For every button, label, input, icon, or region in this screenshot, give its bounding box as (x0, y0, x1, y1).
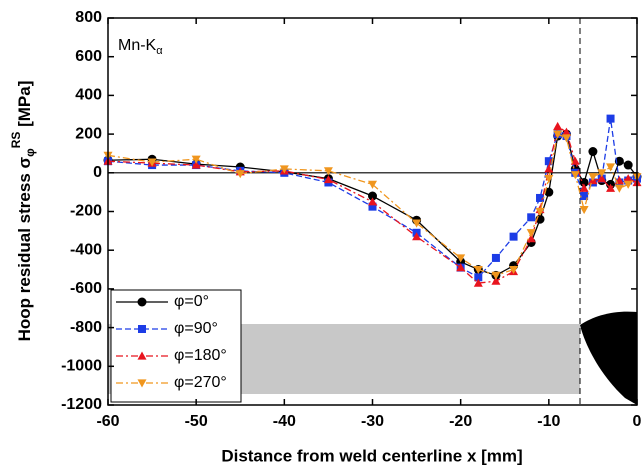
legend-label: φ=0° (174, 293, 209, 310)
marker (579, 183, 589, 192)
y-tick-label: 200 (75, 125, 102, 142)
marker (323, 167, 333, 176)
marker (588, 173, 598, 182)
plot-area (103, 114, 642, 287)
legend-label: φ=90° (174, 320, 218, 337)
y-tick-label: 0 (93, 164, 102, 181)
y-tick-label: -800 (70, 319, 102, 336)
marker (491, 253, 500, 262)
x-tick-label: 0 (633, 413, 642, 430)
x-tick-label: -60 (96, 413, 119, 430)
marker (553, 121, 563, 130)
marker (412, 232, 422, 241)
marker (606, 163, 616, 172)
marker (368, 180, 377, 189)
marker (570, 171, 580, 180)
marker (235, 170, 245, 179)
marker (474, 273, 483, 282)
y-tick-label: 400 (75, 87, 102, 104)
marker (137, 351, 147, 360)
marker (623, 174, 633, 183)
marker (412, 219, 422, 228)
marker (580, 192, 589, 201)
marker (473, 278, 483, 287)
marker (509, 265, 519, 275)
y-tick-label: 800 (75, 9, 102, 26)
marker (491, 276, 501, 285)
marker (456, 254, 466, 263)
x-axis-label: Distance from weld centerline x [mm] (221, 446, 522, 465)
x-tick-label: -20 (449, 413, 472, 430)
marker (138, 325, 146, 333)
marker (491, 271, 501, 280)
marker (623, 180, 633, 189)
x-tick-label: -40 (273, 413, 296, 430)
y-tick-label: -1000 (61, 358, 102, 375)
marker (368, 197, 377, 206)
marker (191, 160, 201, 169)
marker (191, 155, 201, 164)
marker (561, 134, 571, 143)
marker (527, 213, 536, 222)
marker (544, 175, 554, 184)
marker (544, 164, 554, 173)
marker (597, 169, 607, 178)
marker (536, 193, 545, 202)
marker (368, 191, 377, 201)
y-tick-label: -200 (70, 203, 102, 220)
marker (561, 127, 571, 136)
weld-shape (580, 311, 637, 405)
legend: φ=0° φ=90° φ=180° φ=270° (110, 289, 242, 403)
marker (606, 183, 616, 192)
annotation: Mn-Kα (118, 37, 163, 57)
x-tick-label: -30 (361, 413, 384, 430)
marker (368, 202, 377, 211)
marker (553, 130, 563, 139)
marker (535, 207, 545, 216)
marker (526, 229, 536, 238)
marker (614, 184, 624, 193)
y-axis-label: Hoop residual stress σφRS [MPa] (9, 81, 37, 342)
marker (588, 147, 598, 157)
legend-label: φ=270° (174, 374, 227, 391)
marker (623, 160, 633, 170)
y-tick-label: 600 (75, 48, 102, 65)
marker (147, 158, 157, 167)
marker (579, 205, 589, 215)
x-tick-label: -50 (185, 413, 208, 430)
y-tick-label: -400 (70, 241, 102, 258)
y-tick-label: -1200 (61, 396, 102, 413)
y-tick-label: -600 (70, 280, 102, 297)
marker (137, 297, 147, 307)
marker (597, 174, 607, 183)
marker (456, 263, 466, 272)
legend-label: φ=180° (174, 347, 227, 364)
marker (137, 379, 147, 388)
marker (544, 187, 554, 197)
marker (544, 157, 553, 166)
x-tick-label: -10 (537, 413, 560, 430)
marker (526, 234, 536, 243)
marker (323, 175, 333, 184)
marker (509, 232, 518, 241)
marker (606, 114, 615, 123)
marker (279, 165, 289, 174)
marker (473, 265, 483, 275)
